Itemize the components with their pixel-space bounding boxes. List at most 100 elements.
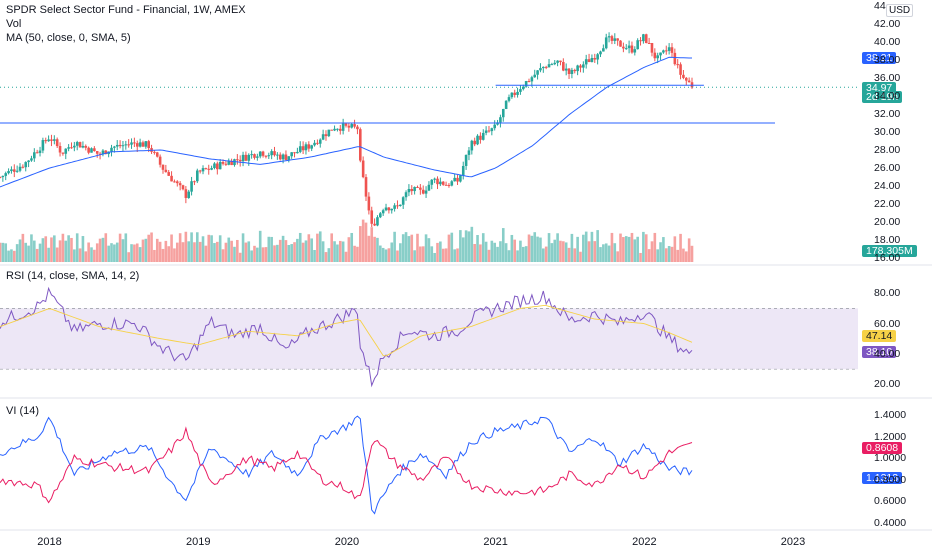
vi-legend[interactable]: VI (14): [6, 405, 40, 417]
candle-body: [178, 183, 182, 186]
volume-bar: [396, 250, 399, 262]
candle-body: [530, 77, 534, 82]
candle-body: [673, 52, 677, 65]
candle-body: [524, 81, 528, 87]
vi-plus-line: [0, 415, 693, 515]
volume-bar: [341, 241, 345, 262]
ma-legend[interactable]: MA (50, close, 0, SMA, 5): [6, 32, 131, 44]
volume-bar: [135, 243, 139, 262]
volume-bar: [404, 232, 408, 262]
volume-bar: [624, 236, 628, 262]
volume-bar: [653, 232, 657, 262]
volume-bar: [453, 249, 456, 262]
volume-bar: [173, 248, 176, 262]
vi-axis-tick: 1.0000: [874, 452, 907, 465]
volume-bar: [496, 246, 499, 262]
volume-bar: [630, 232, 634, 262]
volume-bar: [690, 245, 694, 262]
volume-bar: [273, 245, 276, 262]
candle-body: [579, 65, 582, 68]
volume-bar: [647, 249, 651, 262]
candle-body: [221, 161, 225, 164]
volume-bar: [493, 242, 496, 262]
candle-body: [622, 46, 625, 49]
volume-bar: [633, 239, 637, 262]
candle-body: [118, 144, 122, 147]
volume-bar: [467, 231, 471, 262]
volume-bar: [0, 242, 2, 262]
volume-bar: [118, 233, 122, 262]
volume-bar: [138, 247, 142, 262]
candle-body: [4, 173, 8, 176]
volume-bar: [207, 234, 211, 262]
candle-body: [582, 64, 585, 68]
candle-body: [464, 154, 468, 166]
volume-bar: [344, 251, 348, 262]
volume-bar: [12, 250, 16, 262]
volume-bar: [356, 246, 359, 262]
price-axis-tick: 24.00: [874, 180, 901, 192]
candle-body: [593, 58, 597, 60]
price-axis-tick: 26.00: [874, 162, 901, 174]
candle-body: [504, 100, 508, 109]
candle-body: [521, 86, 525, 90]
volume-bar: [479, 244, 482, 262]
volume-bar: [556, 233, 559, 262]
volume-bar: [124, 233, 128, 262]
volume-bar: [433, 252, 436, 262]
volume-bar: [236, 239, 239, 262]
candle-body: [236, 159, 239, 161]
volume-legend[interactable]: Vol: [6, 18, 22, 30]
vi-axis-tick: 0.8000: [874, 473, 907, 486]
candle-body: [659, 52, 662, 56]
currency-label[interactable]: USD: [886, 4, 914, 17]
candle-body: [281, 154, 285, 160]
candle-body: [439, 181, 442, 185]
volume-bar: [44, 236, 48, 262]
candle-body: [0, 177, 2, 178]
candle-body: [324, 134, 328, 137]
volume-bar: [30, 234, 33, 262]
candle-body: [190, 181, 193, 192]
candle-body: [273, 151, 276, 156]
volume-bar: [507, 250, 511, 262]
symbol-title[interactable]: SPDR Select Sector Fund - Financial, 1W,…: [6, 4, 246, 16]
rsi-axis-tick: 40.00: [874, 348, 901, 360]
volume-bar: [499, 241, 502, 262]
volume-bar: [93, 249, 96, 262]
volume-bar: [218, 235, 222, 262]
candle-body: [227, 161, 231, 165]
volume-bar: [424, 234, 428, 262]
volume-bar: [227, 237, 231, 262]
volume-bar: [141, 239, 145, 262]
candle-body: [527, 81, 531, 83]
time-axis-tick: 2018: [37, 536, 62, 548]
price-axis-tick: 36.00: [874, 72, 901, 84]
price-axis-tick: 42.00: [874, 18, 901, 30]
volume-bar: [81, 236, 85, 262]
volume-bar: [642, 231, 645, 262]
rsi-legend[interactable]: RSI (14, close, SMA, 14, 2): [6, 270, 140, 282]
volume-bar: [133, 244, 136, 262]
candle-body: [24, 162, 28, 168]
volume-bar: [336, 244, 339, 262]
candle-body: [204, 168, 208, 170]
candle-body: [155, 152, 159, 157]
volume-bar: [196, 232, 199, 262]
candle-body: [173, 181, 176, 183]
volume-bar: [481, 233, 485, 262]
volume-bar: [107, 245, 110, 262]
price-axis-tick: 22.00: [874, 198, 901, 210]
volume-bar: [256, 247, 259, 262]
volume-bar: [147, 234, 150, 262]
price-axis-tick: 16.00: [874, 252, 901, 264]
rsi-ma-badge: 47.14: [862, 330, 897, 342]
volume-bar: [544, 246, 548, 262]
candle-body: [264, 155, 268, 157]
candle-body: [230, 161, 233, 166]
candle-body: [639, 40, 642, 42]
candle-body: [644, 34, 648, 43]
time-axis-tick: 2021: [483, 536, 508, 548]
volume-bar: [158, 241, 162, 262]
